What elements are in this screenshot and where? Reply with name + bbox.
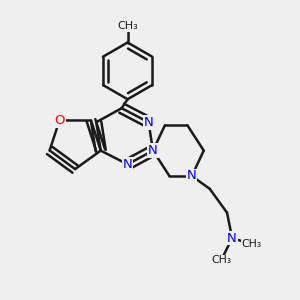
Text: N: N [123, 158, 133, 171]
Text: N: N [144, 116, 153, 129]
Text: N: N [148, 144, 158, 157]
Text: CH₃: CH₃ [211, 256, 231, 266]
Text: N: N [187, 169, 197, 182]
Text: O: O [54, 114, 65, 127]
Text: N: N [227, 232, 237, 244]
Text: CH₃: CH₃ [117, 21, 138, 31]
Text: CH₃: CH₃ [242, 239, 262, 249]
